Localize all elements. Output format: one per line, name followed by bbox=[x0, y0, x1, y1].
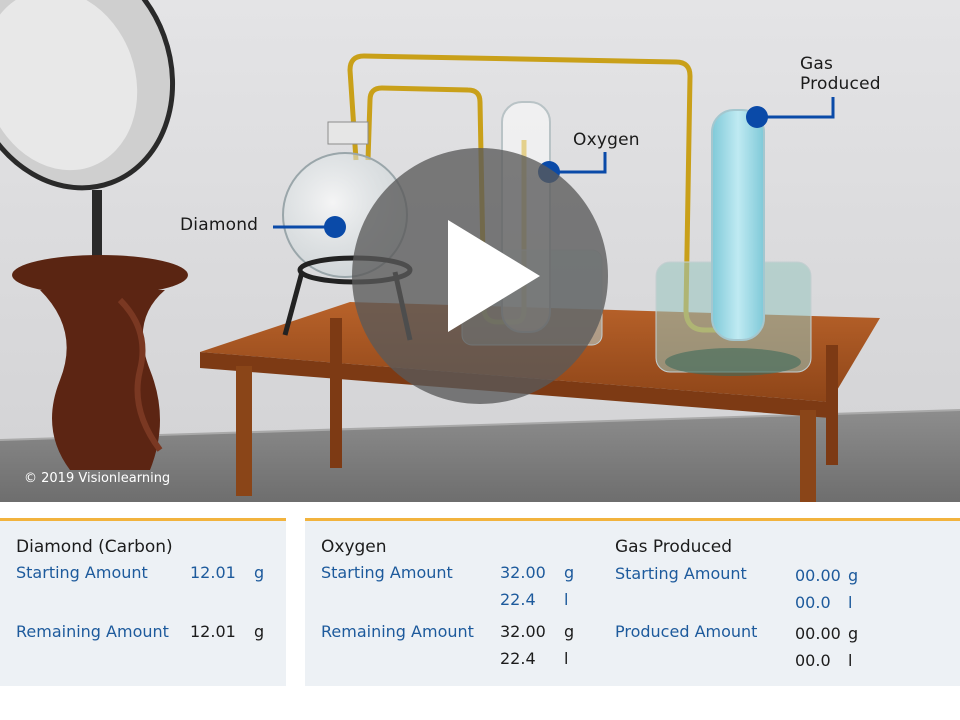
gas-starting-label: Starting Amount bbox=[615, 564, 747, 583]
oxygen-starting-label: Starting Amount bbox=[321, 563, 453, 582]
gas-produced-volume-unit: l bbox=[848, 651, 853, 670]
play-button[interactable] bbox=[352, 148, 608, 404]
gas-callout-dot bbox=[746, 106, 768, 128]
gas-callout-label-line1: Gas bbox=[800, 54, 834, 74]
experiment-scene[interactable]: Diamond Oxygen Gas Produced © 2019 Visio… bbox=[0, 0, 960, 502]
gas-starting-mass-unit: g bbox=[848, 566, 859, 585]
gas-produced-mass: 00.00 bbox=[795, 624, 841, 643]
reaction-panel: Oxygen Starting Amount 32.00 g 22.4 l Re… bbox=[305, 518, 960, 686]
copyright-notice: © 2019 Visionlearning bbox=[24, 471, 171, 486]
gas-starting-mass: 00.00 bbox=[795, 566, 841, 585]
oxygen-remaining-mass-unit: g bbox=[564, 622, 575, 641]
gas-produced-mass-unit: g bbox=[848, 624, 859, 643]
diamond-starting-unit: g bbox=[254, 563, 265, 582]
oxygen-starting-mass-unit: g bbox=[564, 563, 575, 582]
oxygen-starting-volume: 22.4 bbox=[500, 590, 536, 609]
diamond-remaining-value: 12.01 bbox=[190, 622, 236, 641]
oxygen-callout-label: Oxygen bbox=[573, 130, 640, 150]
diamond-callout-dot bbox=[324, 216, 346, 238]
gas-produced-label: Produced Amount bbox=[615, 622, 758, 641]
gas-produced-volume: 00.0 bbox=[795, 651, 831, 670]
diamond-remaining-unit: g bbox=[254, 622, 265, 641]
diamond-callout-label: Diamond bbox=[180, 215, 259, 235]
oxygen-title: Oxygen bbox=[321, 537, 387, 557]
oxygen-remaining-volume-unit: l bbox=[564, 649, 569, 668]
diamond-panel: Diamond (Carbon) Starting Amount 12.01 g… bbox=[0, 518, 286, 686]
oxygen-starting-volume-unit: l bbox=[564, 590, 569, 609]
diamond-starting-label: Starting Amount bbox=[16, 563, 148, 582]
gas-starting-volume: 00.0 bbox=[795, 593, 831, 612]
oxygen-starting-mass: 32.00 bbox=[500, 563, 546, 582]
gas-starting-volume-unit: l bbox=[848, 593, 853, 612]
diamond-starting-value: 12.01 bbox=[190, 563, 236, 582]
diamond-title: Diamond (Carbon) bbox=[16, 537, 173, 557]
play-icon bbox=[448, 220, 540, 332]
gas-title: Gas Produced bbox=[615, 537, 732, 557]
oxygen-remaining-volume: 22.4 bbox=[500, 649, 536, 668]
oxygen-remaining-label: Remaining Amount bbox=[321, 622, 474, 641]
oxygen-remaining-mass: 32.00 bbox=[500, 622, 546, 641]
diamond-remaining-label: Remaining Amount bbox=[16, 622, 169, 641]
gas-callout-label-line2: Produced bbox=[800, 74, 881, 94]
